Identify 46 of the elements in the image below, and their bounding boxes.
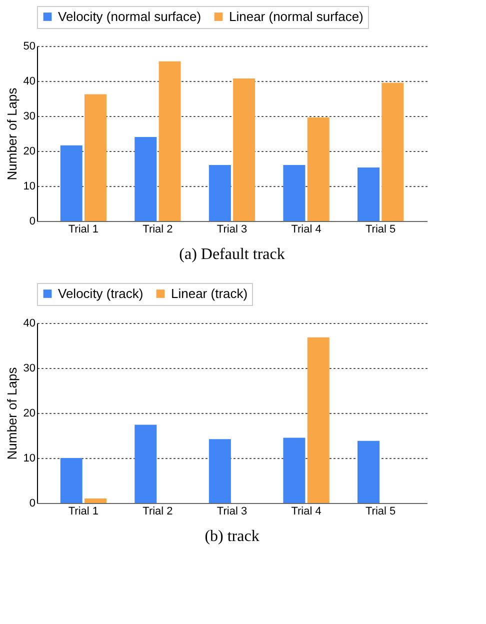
bar (60, 145, 82, 221)
y-axis-title: Number of Laps (4, 87, 20, 180)
y-tick-label: 0 (29, 498, 36, 510)
x-tick-label: Trial 5 (365, 506, 396, 518)
bar (208, 439, 231, 503)
legend-label: Velocity (track) (58, 286, 144, 301)
bar (283, 165, 306, 221)
text: (b) track (204, 528, 260, 545)
x-tick-label: Trial 3 (216, 506, 248, 518)
x-tick-label: Trial 1 (68, 506, 99, 518)
x-tick-label: Trial 3 (216, 224, 248, 236)
bar (208, 165, 231, 221)
bar (60, 458, 82, 503)
legend-label: Linear (track) (171, 286, 248, 301)
bar (283, 438, 306, 503)
x-tick-label: Trial 2 (142, 224, 173, 236)
bar (84, 94, 106, 221)
x-tick-label: Trial 2 (142, 506, 173, 518)
bar (382, 82, 404, 221)
bar (307, 337, 330, 503)
y-tick-label: 30 (23, 110, 36, 122)
bar (233, 78, 256, 221)
x-tick-label: Trial 4 (291, 224, 322, 236)
bar (134, 137, 157, 221)
y-tick-label: 20 (23, 146, 36, 158)
bar (84, 498, 106, 503)
y-tick-label: 40 (23, 76, 36, 88)
x-tick-label: Trial 5 (365, 224, 396, 236)
x-tick-label: Trial 1 (68, 224, 99, 236)
y-tick-label: 40 (23, 318, 36, 330)
x-tick-label: Trial 4 (291, 506, 322, 518)
y-tick-label: 30 (23, 362, 36, 374)
y-tick-label: 0 (29, 216, 36, 228)
legend-label: Linear (normal surface) (229, 8, 364, 24)
y-tick-label: 10 (23, 180, 36, 192)
y-axis-title: Number of Laps (4, 366, 20, 460)
bar (158, 61, 181, 221)
y-tick-label: 10 (23, 452, 36, 464)
y-tick-label: 20 (23, 408, 36, 420)
y-tick-label: 50 (23, 40, 36, 52)
bar (358, 167, 380, 221)
bar (358, 440, 380, 503)
text: (a) Default track (179, 246, 285, 263)
bar (307, 117, 330, 221)
legend-label: Velocity (normal surface) (58, 8, 202, 24)
bar (134, 424, 157, 503)
